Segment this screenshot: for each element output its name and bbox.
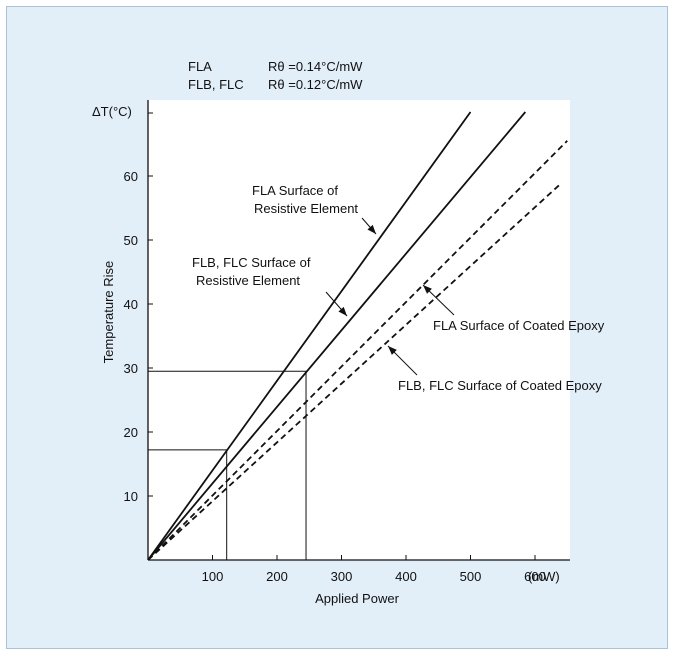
x-axis-unit: (mW) bbox=[528, 569, 560, 584]
y-tick-label: 40 bbox=[124, 297, 138, 312]
legend-value-flb-flc: Rθ =0.12°C/mW bbox=[268, 77, 363, 92]
series-label-arrowhead bbox=[388, 346, 397, 355]
series-lines bbox=[147, 111, 568, 561]
x-tick-label: 400 bbox=[395, 569, 417, 584]
series-label: FLA Surface of Coated Epoxy bbox=[433, 318, 605, 333]
legend-name-flb-flc: FLB, FLC bbox=[188, 77, 244, 92]
series-line bbox=[147, 111, 527, 561]
series-label: FLB, FLC Surface of bbox=[192, 255, 311, 270]
y-tick-label: 60 bbox=[124, 169, 138, 184]
y-axis-unit: ΔT(°C) bbox=[92, 104, 132, 119]
y-tick-label: 10 bbox=[124, 489, 138, 504]
axes: 10 20 30 40 50 60 100 200 300 400 500 600 bbox=[124, 100, 570, 584]
x-tick-label: 500 bbox=[460, 569, 482, 584]
series-label-arrowhead bbox=[423, 285, 432, 294]
x-tick-label: 600 bbox=[524, 569, 546, 584]
labels: FLA Surface of Resistive Element FLB, FLC … bbox=[192, 183, 605, 393]
x-tick-label: 100 bbox=[202, 569, 224, 584]
series-label-arrowhead bbox=[338, 306, 347, 316]
series-label: Resistive Element bbox=[254, 201, 358, 216]
series-line bbox=[147, 111, 472, 561]
series-label: FLB, FLC Surface of Coated Epoxy bbox=[398, 378, 602, 393]
plot-area bbox=[148, 100, 570, 560]
x-tick-label: 200 bbox=[266, 569, 288, 584]
y-axis-label: Temperature Rise bbox=[101, 261, 116, 364]
y-tick-label: 30 bbox=[124, 361, 138, 376]
legend-name-fla: FLA bbox=[188, 59, 212, 74]
legend-value-fla: Rθ =0.14°C/mW bbox=[268, 59, 363, 74]
series-label-arrowhead bbox=[367, 224, 376, 234]
x-tick-label: 300 bbox=[331, 569, 353, 584]
series-line bbox=[147, 140, 568, 561]
series-label: FLA Surface of bbox=[252, 183, 338, 198]
y-tick-label: 20 bbox=[124, 425, 138, 440]
series-line bbox=[147, 183, 562, 561]
series-label: Resistive Element bbox=[196, 273, 300, 288]
y-tick-label: 50 bbox=[124, 233, 138, 248]
x-axis-label: Applied Power bbox=[315, 591, 399, 606]
